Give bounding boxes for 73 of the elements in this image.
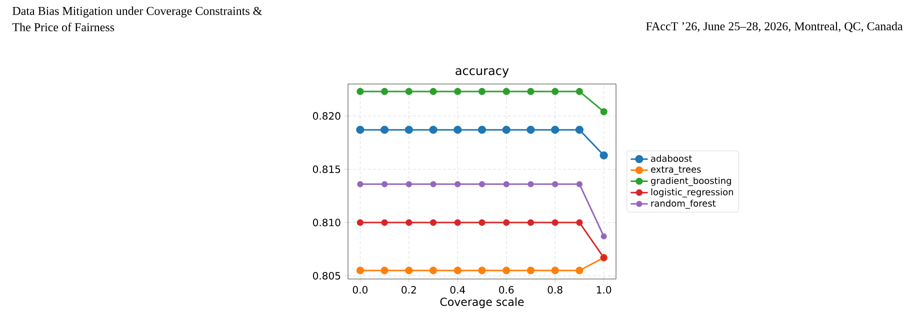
point [404,126,413,134]
x-tick-label: 0.0 [352,286,368,294]
x-tick-label: 0.8 [548,286,562,294]
point [382,181,388,188]
point [429,266,438,274]
point [429,126,438,134]
point [381,88,388,96]
point [454,219,461,226]
y-tick-label: 0.815 [313,165,340,174]
point [478,181,486,188]
point [527,88,534,96]
point [478,219,486,226]
point [356,219,364,226]
point [454,266,462,274]
point [526,126,535,134]
point [430,181,436,188]
chart-title: accuracy [456,68,509,78]
point [576,181,583,188]
point [356,88,364,96]
point [502,126,510,134]
point [551,126,560,134]
point [526,266,535,274]
y-tick-label: 0.810 [313,218,340,226]
point [575,126,584,134]
point [600,233,607,240]
point [380,266,388,274]
point [576,266,584,274]
point [576,88,584,96]
point [551,266,559,274]
point [430,219,437,226]
point [478,266,486,274]
point [430,88,437,96]
point [552,181,558,188]
point [356,126,364,134]
point [527,219,534,226]
point [503,219,510,226]
point [502,266,510,274]
point [405,266,413,274]
point [405,88,412,96]
point [406,181,412,188]
point [357,181,364,188]
point [406,219,412,226]
point [380,126,389,134]
point [576,219,583,226]
point [600,108,608,116]
legend-label: extra_trees [651,166,701,175]
point [478,126,486,134]
point [381,219,388,226]
text: FAccT ’26, June 25–28, 2026, Montreal, QC, Canada [646,22,903,32]
x-tick-label: 0.2 [402,286,416,294]
legend-label: logistic_regression [651,188,734,198]
point [356,266,364,274]
point [552,219,558,226]
point [454,181,461,188]
text: Data Bias Mitigation under Coverage Constraints & [12,6,262,18]
legend-label: gradient_boosting [651,177,731,186]
y-tick-label: 0.805 [313,272,340,280]
point [528,181,534,188]
legend-label: adaboost [651,154,692,162]
point [600,151,608,160]
point [552,88,559,96]
x-tick-label: 1.0 [596,286,612,294]
point [478,88,486,96]
point [454,88,462,96]
y-tick-label: 0.820 [313,112,340,120]
legend-label: random_forest [651,200,716,209]
point [503,181,510,188]
point [454,126,462,134]
text: The Price of Fairness [12,22,114,32]
point [502,88,510,96]
x-tick-label: 0.4 [450,286,466,294]
x-tick-label: 0.6 [499,286,514,294]
x-axis-title: Coverage scale [440,297,524,308]
